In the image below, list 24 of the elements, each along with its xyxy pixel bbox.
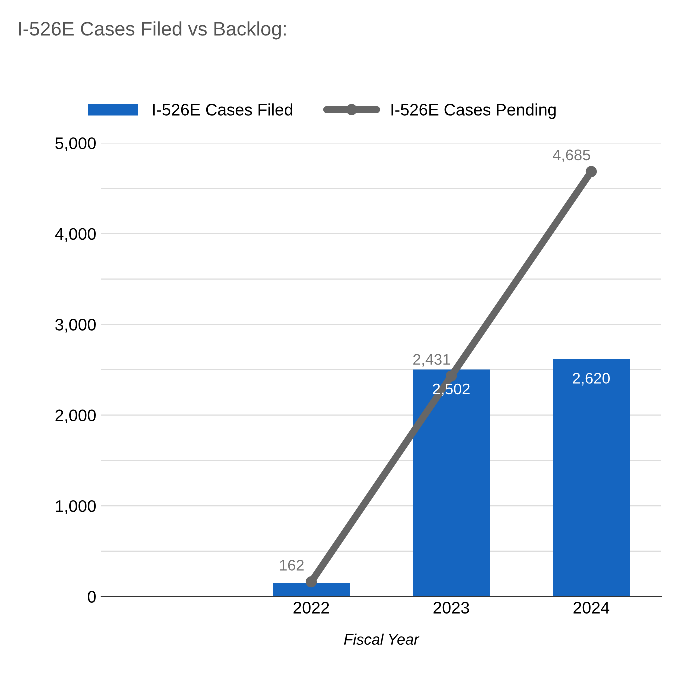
- x-tick-label: 2023: [434, 602, 470, 614]
- legend-label: I-526E Cases Pending: [392, 104, 556, 120]
- bar: [553, 359, 630, 597]
- y-tick-label: 0: [88, 591, 96, 603]
- point: [306, 576, 318, 588]
- y-tick-label: 2,000: [56, 410, 96, 424]
- data-label: 2,502: [433, 384, 470, 396]
- x-tick-label: 2022: [294, 602, 330, 614]
- bar: [273, 583, 350, 597]
- y-tick-label: 5,000: [56, 138, 96, 152]
- x-axis-title: Fiscal Year: [344, 634, 420, 646]
- data-label: 2,431: [414, 354, 450, 367]
- point: [446, 370, 458, 382]
- legend-label: I-526E Cases Filed: [153, 104, 292, 116]
- y-tick-label: 3,000: [56, 319, 96, 333]
- x-tick-label: 2024: [574, 602, 610, 614]
- data-label: 4,685: [553, 150, 590, 162]
- y-tick-label: 4,000: [55, 228, 96, 242]
- y-tick-label: 1,000: [56, 500, 96, 514]
- bar: [413, 370, 490, 597]
- chart-title: I-526E Cases Filed vs Backlog:: [19, 22, 286, 40]
- data-label: 2,620: [573, 373, 610, 386]
- point: [586, 166, 598, 178]
- data-label: 162: [280, 560, 304, 571]
